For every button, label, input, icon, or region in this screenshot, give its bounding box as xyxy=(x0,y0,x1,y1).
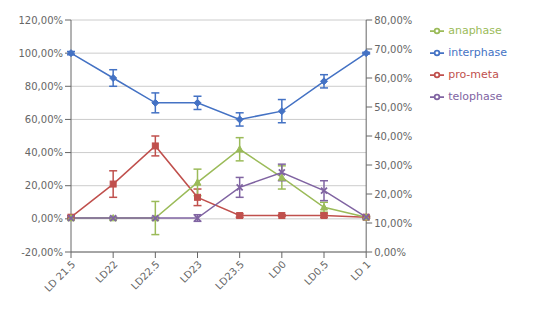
html-text:interphase: interphase xyxy=(448,46,507,59)
svg-text:10,00%: 10,00% xyxy=(374,218,412,229)
svg-text:30,00%: 30,00% xyxy=(374,160,412,171)
svg-text:60,00%: 60,00% xyxy=(374,73,412,84)
svg-text:-20,00%: -20,00% xyxy=(21,247,63,258)
html-text:anaphase: anaphase xyxy=(448,24,502,37)
svg-text:LD 1: LD 1 xyxy=(349,259,373,283)
svg-text:100,00%: 100,00% xyxy=(19,48,64,59)
svg-text:20,00%: 20,00% xyxy=(374,189,412,200)
svg-text:20,00%: 20,00% xyxy=(25,180,63,191)
svg-text:60,00%: 60,00% xyxy=(25,114,63,125)
svg-text:80,00%: 80,00% xyxy=(374,15,412,26)
svg-text:LD0.5: LD0.5 xyxy=(302,259,330,287)
svg-text:0,00%: 0,00% xyxy=(31,213,63,224)
svg-text:40,00%: 40,00% xyxy=(25,147,63,158)
html-text:pro-meta: pro-meta xyxy=(448,68,499,81)
svg-text:50,00%: 50,00% xyxy=(374,102,412,113)
html-text:telophase: telophase xyxy=(448,90,503,103)
svg-text:40,00%: 40,00% xyxy=(374,131,412,142)
svg-text:LD23.5: LD23.5 xyxy=(213,259,246,292)
svg-text:LD23: LD23 xyxy=(178,259,204,285)
svg-text:LD22: LD22 xyxy=(93,259,119,285)
svg-text:LD 21.5: LD 21.5 xyxy=(42,259,77,294)
svg-text:0,00%: 0,00% xyxy=(374,247,406,258)
svg-text:LD22.5: LD22.5 xyxy=(129,259,162,292)
svg-text:LD0: LD0 xyxy=(267,259,289,281)
svg-text:80,00%: 80,00% xyxy=(25,81,63,92)
svg-text:120,00%: 120,00% xyxy=(19,15,64,26)
svg-text:70,00%: 70,00% xyxy=(374,44,412,55)
